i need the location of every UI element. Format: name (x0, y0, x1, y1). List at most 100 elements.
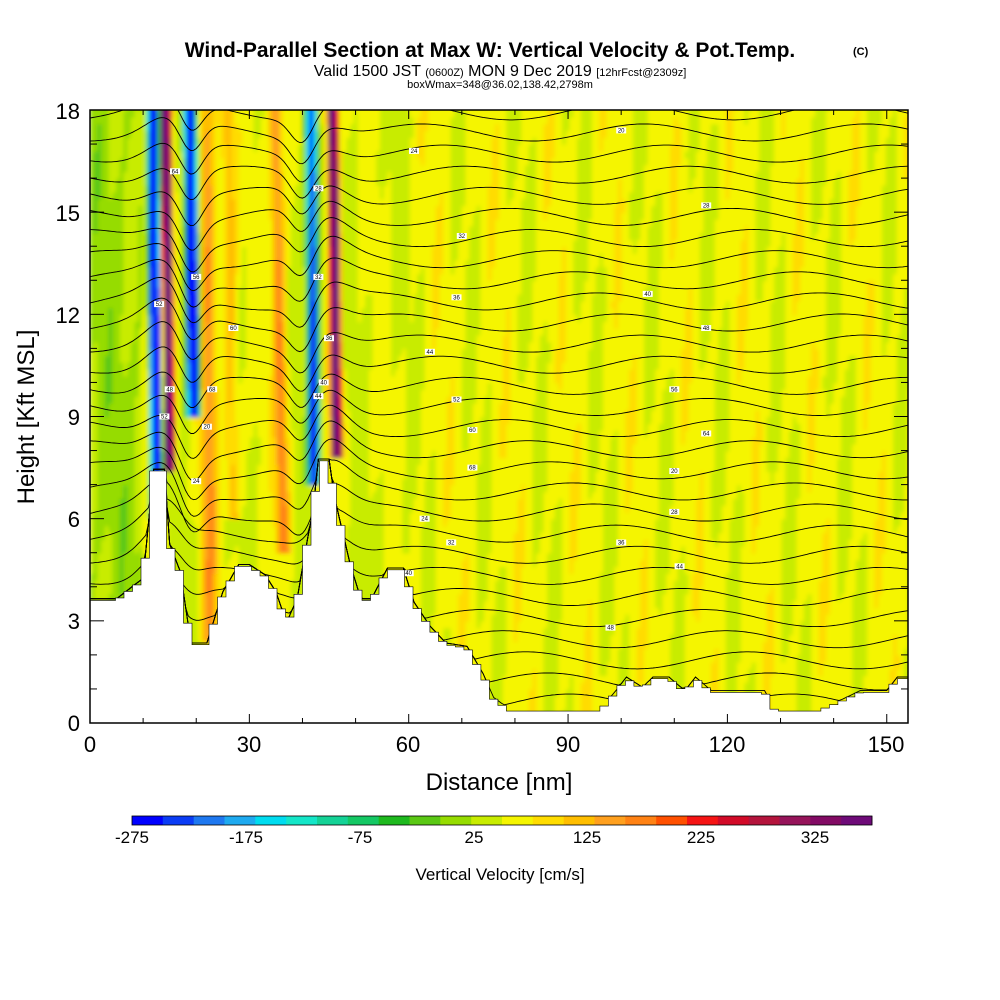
theta-contour-label: 44 (313, 393, 324, 400)
theta-contour-label: 24 (419, 515, 430, 523)
colorbar-tick-label: -275 (115, 828, 149, 847)
theta-contour (90, 276, 908, 328)
theta-contour (90, 346, 908, 392)
x-tick-label: 0 (84, 732, 96, 757)
theta-contour (90, 321, 908, 374)
y-tick-label: 18 (56, 99, 80, 124)
colorbar-tick-label: 125 (573, 828, 601, 847)
theta-contour (90, 458, 908, 544)
colorbar-swatch (687, 816, 719, 825)
y-tick-label: 3 (68, 609, 80, 634)
colorbar-swatch (625, 816, 657, 825)
theta-contour-label: 60 (467, 427, 478, 434)
colorbar-swatch (656, 816, 688, 825)
colorbar-swatch (471, 816, 503, 825)
theta-contour (90, 110, 908, 144)
theta-contour-label: 32 (446, 539, 457, 547)
theta-contour-label: 20 (669, 468, 680, 475)
colorbar (131, 815, 873, 826)
theta-contour-label: 20 (616, 127, 627, 134)
theta-contour (90, 458, 908, 585)
colorbar-tick-label: 25 (465, 828, 484, 847)
theta-contour-label: 20 (201, 423, 212, 431)
theta-contour (90, 185, 908, 227)
theta-contour-label: 44 (674, 563, 685, 570)
subtitle-valid: Valid 1500 JST (314, 63, 422, 80)
theta-contour (90, 438, 908, 501)
theta-contour-label: 52 (154, 301, 165, 308)
theta-contour (90, 389, 908, 434)
theta-contour-label: 40 (642, 290, 653, 298)
colorbar-swatch (594, 816, 626, 825)
x-tick-label: 120 (709, 732, 746, 757)
y-tick-label: 9 (68, 405, 80, 430)
theta-contour-label: 52 (159, 413, 170, 421)
colorbar-swatch (162, 816, 194, 825)
theta-contour (90, 297, 908, 353)
theta-contour (90, 217, 908, 273)
theta-contour-label: 36 (616, 539, 627, 547)
chart-subtitle: Valid 1500 JST (0600Z) MON 9 Dec 2019 [1… (314, 63, 687, 80)
theta-contour-label: 28 (669, 508, 680, 516)
chart-title: Wind-Parallel Section at Max W: Vertical… (185, 39, 796, 62)
chart-subtitle-box: boxWmax=348@36.02,138.42,2798m (407, 79, 593, 91)
theta-contour (90, 117, 908, 165)
theta-contour-label: 40 (318, 379, 329, 386)
theta-contour-label: 44 (424, 348, 435, 356)
theta-contour (90, 458, 908, 536)
subtitle-utc: (0600Z) (425, 67, 464, 79)
colorbar-swatch (409, 816, 441, 825)
colorbar-swatch (317, 816, 349, 825)
theta-contour-label: 36 (451, 294, 462, 301)
subtitle-date: MON 9 Dec 2019 (468, 63, 592, 80)
x-tick-label: 60 (396, 732, 420, 757)
theta-contour-label: 48 (701, 325, 712, 332)
colorbar-tick-label: 325 (801, 828, 829, 847)
colorbar-swatch (378, 816, 410, 825)
theta-contour-label: 68 (467, 464, 478, 472)
theta-contour-label: 64 (701, 430, 712, 438)
y-axis: 0 3 6 9 12 15 18 Height [Kft MSL] (13, 99, 80, 736)
y-tick-label: 6 (68, 507, 80, 532)
theta-contour (90, 371, 908, 408)
colorbar-swatch (224, 816, 256, 825)
x-tick-label: 150 (868, 732, 905, 757)
theta-contour (90, 142, 908, 183)
terrain (90, 460, 908, 723)
colorbar-swatch (779, 816, 811, 825)
theta-contour-label: 24 (409, 147, 419, 155)
theta-contour (90, 257, 908, 308)
y-tick-label: 0 (68, 711, 80, 736)
x-axis: 0 30 60 90 120 150 Distance [nm] (84, 732, 904, 796)
colorbar-swatch (748, 816, 780, 825)
colorbar-swatch (193, 816, 225, 825)
theta-contours: 20 24 28 32 36 40 44 48 52 56 60 64 68 20 24 28 32 36 40 44… (90, 110, 908, 706)
x-tick-label: 90 (556, 732, 580, 757)
colorbar-swatch (347, 816, 379, 825)
colorbar-swatch (440, 816, 472, 825)
colorbar-swatch (502, 816, 534, 825)
y-tick-label: 15 (56, 201, 80, 226)
colorbar-frame (131, 815, 873, 826)
colorbar-labels: -275 -175 -75 25 125 225 325 Vertical Ve… (115, 828, 829, 884)
colorbar-swatch (841, 816, 873, 825)
theta-contour-label: 56 (669, 386, 680, 393)
y-axis-label: Height [Kft MSL] (13, 330, 40, 505)
chart-title-mark: (C) (853, 46, 869, 58)
theta-contour-label: 28 (313, 185, 324, 192)
theta-contour-label: 32 (313, 273, 324, 281)
theta-contour-label: 68 (207, 386, 218, 393)
colorbar-swatch (532, 816, 564, 825)
x-axis-label: Distance [nm] (426, 769, 573, 796)
x-tick-label: 30 (237, 732, 261, 757)
theta-contour-label: 48 (605, 624, 616, 632)
subtitle-forecast: [12hrFcst@2309z] (596, 67, 686, 79)
theta-contour (90, 235, 908, 292)
theta-contour-label: 52 (451, 396, 462, 404)
colorbar-title: Vertical Velocity [cm/s] (415, 865, 584, 884)
theta-contour-label: 24 (191, 478, 202, 485)
theta-contour (90, 200, 908, 251)
plot-area: 20 24 28 32 36 40 44 48 52 56 60 64 68 20 24 28 32 36 40 44… (90, 110, 908, 723)
theta-contour (90, 458, 908, 517)
